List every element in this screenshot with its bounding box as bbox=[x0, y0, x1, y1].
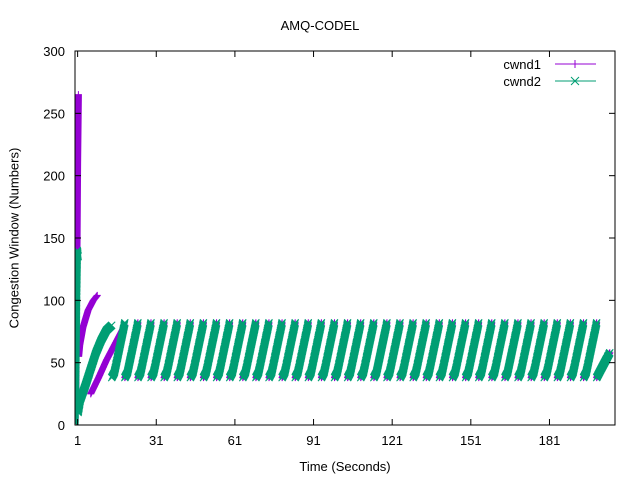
series-markers-cwnd2-20 bbox=[343, 318, 365, 382]
x-tick-label: 91 bbox=[306, 433, 320, 448]
axes: 0 50 100 150 200 250 300 1 31 61 91 121 151 181 bbox=[43, 44, 616, 448]
series-markers-cwnd2-7 bbox=[173, 318, 195, 382]
x-axis-label: Time (Seconds) bbox=[299, 459, 391, 474]
series-markers-cwnd2-1 bbox=[75, 321, 116, 417]
x-tick-label: 61 bbox=[228, 433, 242, 448]
series-markers-cwnd2-5 bbox=[147, 318, 168, 382]
series-markers-cwnd2-3 bbox=[120, 318, 142, 382]
y-tick-label: 100 bbox=[43, 293, 65, 308]
series-markers-cwnd2-9 bbox=[199, 318, 221, 382]
x-tick-label: 1 bbox=[74, 433, 81, 448]
series-markers-cwnd2-31 bbox=[487, 318, 509, 382]
series-markers-cwnd2-16 bbox=[291, 318, 313, 382]
series-markers-cwnd2-4 bbox=[134, 318, 155, 382]
series-markers-cwnd2-13 bbox=[252, 318, 273, 382]
series-markers-cwnd2-24 bbox=[396, 318, 418, 382]
legend-label-cwnd1: cwnd1 bbox=[503, 57, 541, 72]
plot-marks bbox=[75, 91, 614, 425]
series-markers-cwnd2-29 bbox=[461, 318, 483, 382]
series-markers-cwnd2-11 bbox=[225, 318, 247, 382]
series-markers-cwnd2-22 bbox=[369, 318, 391, 382]
series-cwnd2 bbox=[75, 246, 614, 425]
series-markers-cwnd2-23 bbox=[383, 318, 404, 382]
series-markers-cwnd2-8 bbox=[186, 318, 208, 382]
series-markers-cwnd2-18 bbox=[317, 318, 339, 382]
series-markers-cwnd2-2 bbox=[107, 318, 129, 382]
series-markers-cwnd2-28 bbox=[448, 318, 470, 382]
series-markers-cwnd2-21 bbox=[356, 318, 378, 382]
x-tick-label: 181 bbox=[539, 433, 561, 448]
y-tick-label: 300 bbox=[43, 44, 65, 59]
chart-title: AMQ-CODEL bbox=[280, 18, 360, 33]
y-tick-label: 50 bbox=[51, 356, 65, 371]
series-markers-cwnd2-33 bbox=[514, 318, 535, 382]
legend-label-cwnd2: cwnd2 bbox=[503, 74, 541, 89]
series-markers-cwnd2-25 bbox=[409, 318, 431, 382]
series-markers-cwnd2-17 bbox=[304, 318, 326, 382]
series-markers-cwnd2-26 bbox=[422, 318, 444, 382]
y-tick-label: 150 bbox=[43, 231, 65, 246]
series-markers-cwnd2-19 bbox=[330, 318, 352, 382]
series-markers-cwnd2-39 bbox=[592, 348, 614, 382]
series-markers-cwnd2-32 bbox=[501, 318, 522, 382]
x-tick-label: 31 bbox=[149, 433, 163, 448]
legend-marker-cwnd1 bbox=[571, 60, 579, 68]
series-markers-cwnd2-10 bbox=[212, 318, 234, 382]
series-markers-cwnd2-27 bbox=[435, 318, 457, 382]
series-markers-cwnd2-12 bbox=[238, 318, 260, 382]
y-tick-label: 200 bbox=[43, 169, 65, 184]
legend-marker-cwnd2 bbox=[570, 76, 580, 86]
series-markers-cwnd2-36 bbox=[553, 318, 575, 382]
series-markers-cwnd2-6 bbox=[160, 318, 182, 382]
x-tick-label: 121 bbox=[381, 433, 403, 448]
y-tick-label: 250 bbox=[43, 106, 65, 121]
series-markers-cwnd2-15 bbox=[278, 318, 300, 382]
series-markers-cwnd2-30 bbox=[474, 318, 496, 382]
legend: cwnd1 cwnd2 bbox=[503, 57, 596, 89]
series-markers-cwnd2-34 bbox=[527, 318, 549, 382]
x-tick-label: 151 bbox=[460, 433, 482, 448]
series-markers-cwnd2-35 bbox=[540, 318, 562, 382]
y-tick-label: 0 bbox=[58, 418, 65, 433]
series-markers-cwnd2-38 bbox=[579, 318, 601, 382]
series-markers-cwnd2-37 bbox=[566, 318, 588, 382]
series-markers-cwnd2-14 bbox=[265, 318, 286, 382]
